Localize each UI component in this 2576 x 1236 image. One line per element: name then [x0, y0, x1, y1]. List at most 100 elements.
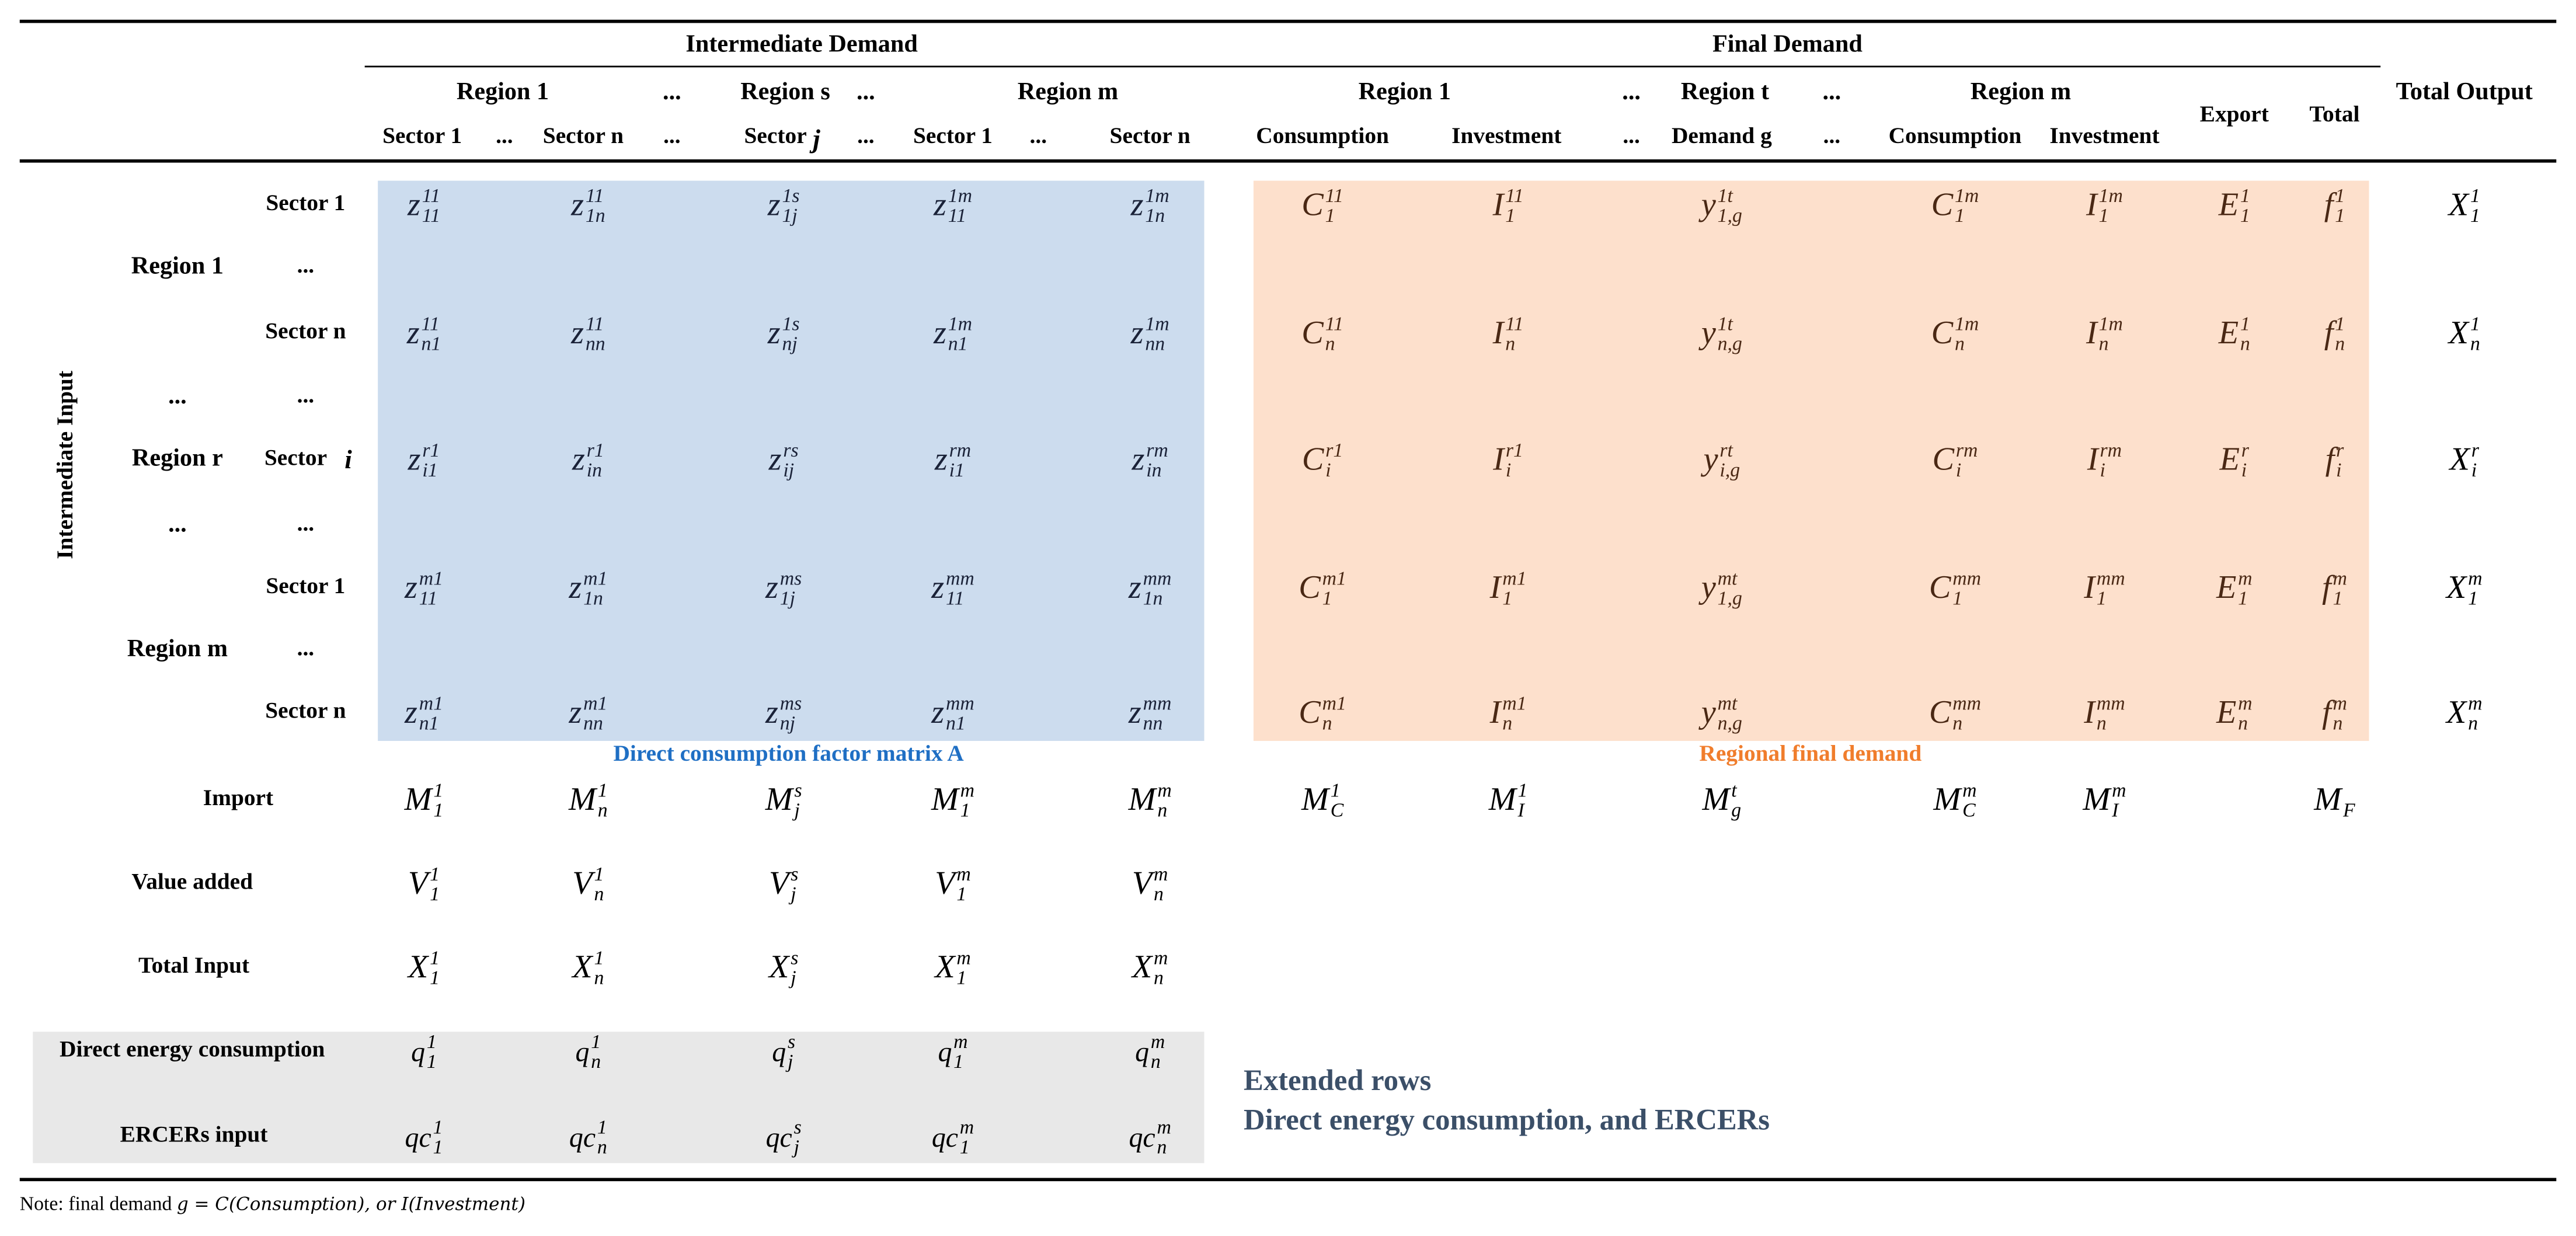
- symbol-base: z: [934, 441, 948, 478]
- superscript: 1: [1517, 778, 1528, 802]
- sector-j-variable: j: [813, 126, 820, 155]
- final-demand-cell: y mt 1,g: [1701, 569, 1742, 608]
- superscript: ms: [779, 691, 802, 715]
- extended-rows-subtitle: Direct energy consumption, and ERCERs: [1244, 1103, 1770, 1136]
- superscript: rm: [2100, 438, 2122, 462]
- superscript: mm: [945, 566, 974, 590]
- superscript: 1: [2240, 184, 2250, 207]
- subscript: 1: [956, 966, 967, 989]
- subscript: F: [2342, 798, 2355, 821]
- ercers-input-cell: qc 1 1: [405, 1117, 443, 1157]
- superscript: m: [956, 946, 971, 970]
- symbol-base: z: [571, 315, 584, 352]
- symbol-base: z: [765, 570, 778, 607]
- superscript: 1m: [2098, 184, 2123, 207]
- superscript: m1: [1502, 566, 1527, 590]
- symbol-base: I: [1493, 441, 1505, 478]
- row-region-label: Region 1: [131, 253, 224, 280]
- matrix-a-cell: z rm i1: [935, 440, 971, 480]
- superscript: 1m: [1954, 184, 1979, 207]
- superscript: 1: [2470, 184, 2480, 207]
- symbol-base: y: [1701, 315, 1716, 352]
- column-sector-label: ...: [1029, 124, 1047, 150]
- symbol-base: E: [2219, 441, 2240, 478]
- subscript: 1: [1325, 203, 1335, 227]
- bottom-rule: [19, 1178, 2557, 1182]
- superscript: mm: [1952, 691, 1982, 715]
- superscript: 1: [594, 862, 604, 886]
- symbol-base: E: [2218, 187, 2239, 224]
- intermediate-input-label: Intermediate Input: [54, 370, 79, 559]
- column-sector-label: Sector 1: [382, 124, 462, 150]
- superscript: m1: [419, 691, 443, 715]
- subscript: 11: [419, 586, 437, 610]
- subscript: 1: [426, 1050, 437, 1073]
- superscript: m1: [583, 691, 608, 715]
- subscript: nn: [583, 711, 603, 734]
- subscript: 1: [430, 882, 440, 906]
- superscript: mt: [1717, 691, 1738, 715]
- subscript: n: [1157, 1135, 1167, 1158]
- symbol-base: z: [767, 187, 781, 224]
- symbol-base: I: [1489, 695, 1501, 732]
- matrix-a-cell: z m1 1n: [569, 569, 607, 608]
- superscript: m: [1154, 946, 1168, 970]
- subscript: 1: [433, 798, 444, 821]
- subscript: 1: [1502, 586, 1513, 610]
- subscript: i: [1325, 458, 1331, 482]
- symbol-base: M: [765, 782, 793, 819]
- superscript: m: [1154, 862, 1168, 886]
- superscript: 11: [1505, 312, 1524, 336]
- final-demand-column-label: Investment: [1451, 124, 1562, 150]
- superscript: r: [2241, 438, 2249, 462]
- column-region-label: Region m: [1970, 79, 2072, 106]
- superscript: 1m: [1145, 184, 1169, 207]
- symbol-base: V: [408, 865, 429, 902]
- superscript: rm: [1955, 438, 1978, 462]
- subscript: i: [2241, 458, 2247, 482]
- superscript: s: [787, 1030, 796, 1053]
- subscript: i1: [422, 458, 438, 482]
- symbol-base: z: [408, 441, 421, 478]
- superscript: m1: [583, 566, 608, 590]
- subscript: n: [1154, 966, 1164, 989]
- total-input-label: Total Input: [138, 954, 250, 980]
- matrix-a-cell: z 11 1n: [571, 186, 605, 225]
- superscript: r1: [1505, 438, 1523, 462]
- symbol-base: M: [404, 782, 432, 819]
- superscript: 1s: [782, 184, 800, 207]
- subscript: 1n: [1143, 586, 1163, 610]
- symbol-base: I: [2086, 315, 2097, 352]
- superscript: 11: [1325, 184, 1343, 207]
- subscript: i: [2100, 458, 2105, 482]
- matrix-a-region: [378, 180, 1205, 741]
- superscript: rs: [783, 438, 799, 462]
- subscript: n1: [948, 332, 968, 355]
- header-bottom-rule: [19, 159, 2557, 163]
- column-region-label: Region s: [740, 79, 830, 106]
- symbol-base: f: [2324, 315, 2334, 352]
- symbol-base: M: [931, 782, 959, 819]
- subscript: 1j: [782, 203, 798, 227]
- symbol-base: z: [765, 695, 778, 732]
- subscript: n1: [945, 711, 966, 734]
- superscript: 11: [421, 312, 440, 336]
- matrix-a-cell: z 11 nn: [571, 314, 605, 353]
- row-region-label: Region m: [127, 636, 228, 663]
- symbol-base: X: [2446, 695, 2467, 732]
